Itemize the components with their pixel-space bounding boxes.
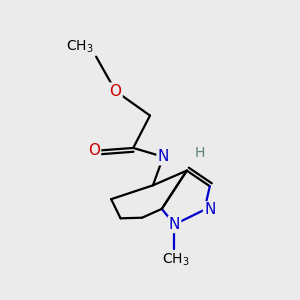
Text: N: N xyxy=(169,217,180,232)
Text: CH$_3$: CH$_3$ xyxy=(65,39,93,55)
Text: H: H xyxy=(194,146,205,160)
Text: O: O xyxy=(110,84,122,99)
Text: N: N xyxy=(204,202,215,217)
Text: O: O xyxy=(88,143,100,158)
Text: N: N xyxy=(158,149,169,164)
Text: CH$_3$: CH$_3$ xyxy=(162,252,190,268)
